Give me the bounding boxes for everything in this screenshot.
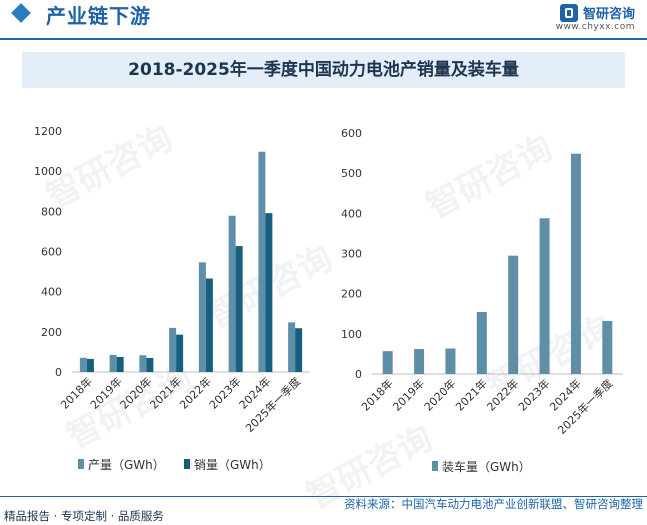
chart-title: 2018-2025年一季度中国动力电池产销量及装车量 (22, 52, 625, 88)
bar (228, 215, 236, 372)
y-tick-label: 0 (355, 368, 362, 381)
bar (116, 356, 124, 372)
x-tick-label: 2018年 (358, 376, 395, 413)
y-tick-label: 800 (41, 205, 62, 218)
y-tick-label: 300 (341, 248, 362, 261)
footer-source: 资料来源：中国汽车动力电池产业创新联盟、智研咨询整理 (344, 497, 643, 511)
header: 产业链下游 智研咨询 www.chyxx.com (0, 0, 647, 36)
x-tick-label: 2022年 (177, 374, 214, 411)
bar (235, 246, 243, 372)
bar (382, 351, 393, 374)
x-tick-label: 2023年 (515, 376, 552, 413)
bar (198, 262, 206, 372)
x-tick-label: 2022年 (484, 376, 521, 413)
bar (79, 357, 87, 372)
bar (265, 213, 273, 372)
bar (414, 349, 425, 374)
bar (445, 348, 456, 374)
y-tick-label: 500 (341, 167, 362, 180)
y-tick-label: 0 (55, 366, 62, 379)
brand-url: www.chyxx.com (555, 22, 635, 32)
brand-logo-icon (559, 3, 578, 22)
legend-swatch (432, 461, 438, 471)
y-tick-label: 600 (341, 127, 362, 140)
bar (146, 357, 154, 372)
legend-swatch (78, 459, 84, 469)
y-tick-label: 200 (341, 288, 362, 301)
y-tick-label: 100 (341, 328, 362, 341)
bar (288, 322, 296, 372)
bar (86, 358, 94, 372)
legend-label: 产量（GWh） (88, 458, 165, 472)
x-tick-label: 2019年 (390, 376, 427, 413)
legend-swatch (184, 459, 190, 469)
bar (539, 218, 550, 374)
y-tick-label: 400 (41, 286, 62, 299)
y-tick-label: 1200 (34, 125, 62, 138)
x-tick-label: 2021年 (452, 376, 489, 413)
y-tick-label: 200 (41, 326, 62, 339)
footer-slogan: 精品报告 · 专项定制 · 品质服务 (4, 509, 164, 523)
x-tick-label: 2018年 (58, 374, 95, 411)
legend-label: 装车量（GWh） (442, 459, 531, 474)
brand-name: 智研咨询 (582, 7, 635, 22)
bar (205, 278, 213, 372)
x-tick-label: 2025年一季度 (555, 376, 616, 437)
bar (176, 334, 184, 372)
footer-divider (0, 496, 647, 497)
x-tick-label: 2020年 (117, 374, 154, 411)
y-tick-label: 400 (341, 207, 362, 220)
section-title: 产业链下游 (46, 4, 151, 28)
bar (570, 153, 581, 374)
y-tick-label: 600 (41, 246, 62, 259)
x-tick-label: 2021年 (147, 374, 184, 411)
x-tick-label: 2019年 (87, 374, 124, 411)
brand: 智研咨询 www.chyxx.com (556, 2, 635, 32)
y-tick-label: 1000 (34, 165, 62, 178)
bar (109, 354, 117, 372)
bar (508, 255, 519, 374)
x-tick-label: 2023年 (206, 374, 243, 411)
bar (258, 151, 266, 372)
legend-label: 销量（GWh） (194, 458, 271, 472)
bar (169, 327, 177, 372)
header-divider (0, 38, 647, 40)
bar (602, 320, 613, 374)
x-tick-label: 2020年 (421, 376, 458, 413)
bar (295, 328, 303, 372)
bar (139, 355, 147, 372)
bar (476, 311, 487, 374)
